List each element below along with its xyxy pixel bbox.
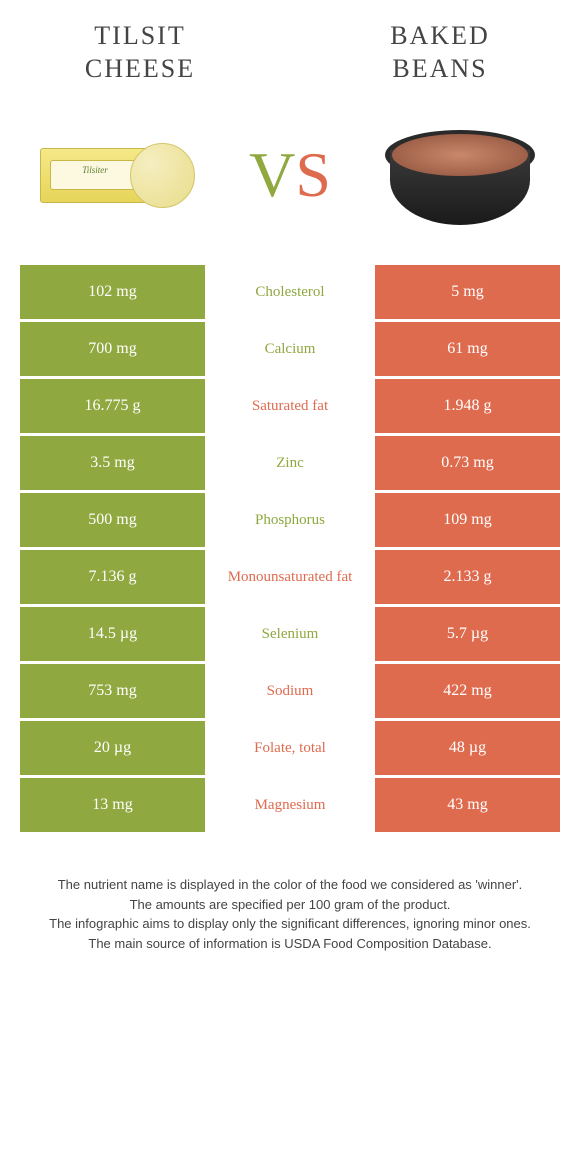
left-value: 13 mg — [20, 778, 205, 832]
comparison-table: 102 mgCholesterol5 mg700 mgCalcium61 mg1… — [20, 265, 560, 832]
nutrient-label: Phosphorus — [205, 493, 375, 547]
footer-line: The main source of information is USDA F… — [30, 934, 550, 954]
footer-line: The amounts are specified per 100 gram o… — [30, 895, 550, 915]
footer-line: The infographic aims to display only the… — [30, 914, 550, 934]
left-value: 3.5 mg — [20, 436, 205, 490]
nutrient-label: Selenium — [205, 607, 375, 661]
nutrient-label: Calcium — [205, 322, 375, 376]
nutrient-label: Monounsaturated fat — [205, 550, 375, 604]
left-value: 700 mg — [20, 322, 205, 376]
table-row: 102 mgCholesterol5 mg — [20, 265, 560, 319]
vs-s: S — [295, 139, 331, 210]
right-value: 61 mg — [375, 322, 560, 376]
left-title: TILSIT CHEESE — [40, 20, 240, 85]
left-value: 16.775 g — [20, 379, 205, 433]
titles-row: TILSIT CHEESE BAKED BEANS — [0, 0, 580, 95]
left-value: 753 mg — [20, 664, 205, 718]
nutrient-label: Zinc — [205, 436, 375, 490]
footer-notes: The nutrient name is displayed in the co… — [0, 835, 580, 953]
nutrient-label: Saturated fat — [205, 379, 375, 433]
left-value: 20 µg — [20, 721, 205, 775]
left-value: 500 mg — [20, 493, 205, 547]
right-food-image — [370, 115, 550, 235]
table-row: 13 mgMagnesium43 mg — [20, 778, 560, 832]
cheese-pkg-label: Tilsiter — [50, 160, 140, 190]
right-value: 0.73 mg — [375, 436, 560, 490]
table-row: 500 mgPhosphorus109 mg — [20, 493, 560, 547]
right-value: 43 mg — [375, 778, 560, 832]
right-value: 48 µg — [375, 721, 560, 775]
table-row: 3.5 mgZinc0.73 mg — [20, 436, 560, 490]
table-row: 16.775 gSaturated fat1.948 g — [20, 379, 560, 433]
left-food-image: Tilsiter — [30, 115, 210, 235]
vs-v: V — [249, 139, 295, 210]
left-title-l1: TILSIT — [94, 21, 185, 50]
vs-row: Tilsiter VS — [0, 95, 580, 265]
table-row: 14.5 µgSelenium5.7 µg — [20, 607, 560, 661]
table-row: 753 mgSodium422 mg — [20, 664, 560, 718]
right-title: BAKED BEANS — [340, 20, 540, 85]
right-title-l1: BAKED — [390, 21, 490, 50]
right-value: 1.948 g — [375, 379, 560, 433]
right-value: 422 mg — [375, 664, 560, 718]
nutrient-label: Folate, total — [205, 721, 375, 775]
nutrient-label: Cholesterol — [205, 265, 375, 319]
right-value: 2.133 g — [375, 550, 560, 604]
footer-line: The nutrient name is displayed in the co… — [30, 875, 550, 895]
right-title-l2: BEANS — [392, 54, 487, 83]
right-value: 5.7 µg — [375, 607, 560, 661]
nutrient-label: Sodium — [205, 664, 375, 718]
table-row: 700 mgCalcium61 mg — [20, 322, 560, 376]
table-row: 20 µgFolate, total48 µg — [20, 721, 560, 775]
beans-bowl-icon — [380, 120, 540, 230]
cheese-icon: Tilsiter — [40, 138, 200, 213]
left-value: 7.136 g — [20, 550, 205, 604]
table-row: 7.136 gMonounsaturated fat2.133 g — [20, 550, 560, 604]
left-value: 14.5 µg — [20, 607, 205, 661]
right-value: 109 mg — [375, 493, 560, 547]
left-title-l2: CHEESE — [85, 54, 195, 83]
left-value: 102 mg — [20, 265, 205, 319]
right-value: 5 mg — [375, 265, 560, 319]
nutrient-label: Magnesium — [205, 778, 375, 832]
vs-label: VS — [249, 143, 331, 207]
